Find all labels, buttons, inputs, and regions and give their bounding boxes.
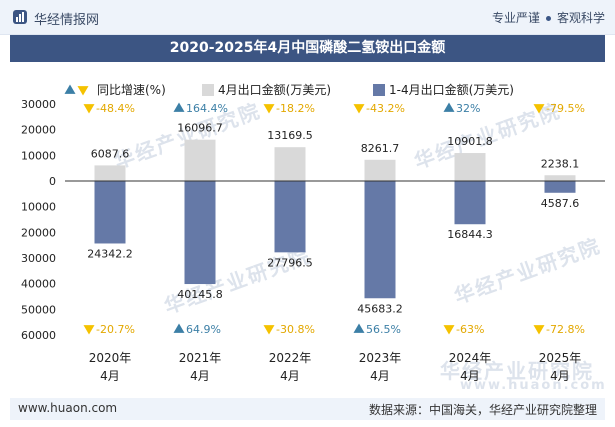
bar-monthly xyxy=(454,153,486,181)
bar-monthly xyxy=(184,139,216,181)
yoy-monthly-label: -48.4% xyxy=(96,102,135,115)
bar-cumulative xyxy=(454,181,486,225)
legend-monthly-label: 4月出口金额(万美元) xyxy=(218,82,331,97)
legend-cumulative-swatch xyxy=(373,84,385,96)
x-tick-label: 4月 xyxy=(370,369,390,383)
chart-title: 2020-2025年4月中国磷酸二氢铵出口金额 xyxy=(169,40,446,56)
y-tick-label: 20000 xyxy=(21,226,56,239)
data-label-monthly: 2238.1 xyxy=(541,157,580,170)
data-label-cumulative: 27796.5 xyxy=(267,256,313,269)
x-tick-label: 4月 xyxy=(190,369,210,383)
bar-monthly xyxy=(94,165,126,181)
bar-cumulative xyxy=(274,181,306,253)
yoy-down-arrow-icon xyxy=(443,325,455,335)
yoy-cumulative-label: 64.9% xyxy=(186,323,221,336)
watermark: 华经产业研究院 xyxy=(440,359,594,383)
data-label-monthly: 8261.7 xyxy=(361,142,400,155)
data-label-cumulative: 40145.8 xyxy=(177,288,223,301)
yoy-down-arrow-icon xyxy=(263,325,275,335)
yoy-monthly-label: 164.4% xyxy=(186,102,228,115)
slogan-right: 客观科学 xyxy=(556,11,605,25)
legend-growth-label: 同比增速(%) xyxy=(97,83,166,97)
yoy-cumulative-label: -20.7% xyxy=(96,323,135,336)
y-tick-label: 0 xyxy=(49,175,56,188)
y-tick-label: 50000 xyxy=(21,303,56,316)
x-tick-label: 2025年 xyxy=(539,351,582,365)
yoy-up-arrow-icon xyxy=(443,102,455,112)
footer-bar: www.huaon.com 数据来源：中国海关，华经产业研究院整理 xyxy=(10,398,605,420)
data-label-monthly: 6087.6 xyxy=(91,147,130,160)
y-tick-label: 10000 xyxy=(21,149,56,162)
bar-monthly xyxy=(364,159,396,181)
x-tick-label: 2024年 xyxy=(449,351,492,365)
yoy-down-arrow-icon xyxy=(83,104,95,114)
data-label-cumulative: 16844.3 xyxy=(447,228,493,241)
data-label-monthly: 10901.8 xyxy=(447,135,493,148)
y-tick-label: 30000 xyxy=(21,98,56,111)
chart-area: 同比增速(%) 4月出口金额(万美元) 1-4月出口金额(万美元) 30000 2000… xyxy=(21,82,605,383)
yoy-monthly-label: 32% xyxy=(456,102,480,115)
bar-cumulative xyxy=(184,181,216,285)
data-label-cumulative: 4587.6 xyxy=(541,197,580,210)
y-tick-label: 10000 xyxy=(21,201,56,214)
bar-cumulative xyxy=(94,181,126,244)
yoy-down-arrow-icon xyxy=(83,325,95,335)
yoy-down-arrow-icon xyxy=(353,104,365,114)
y-tick-label: 30000 xyxy=(21,252,56,265)
yoy-down-arrow-icon xyxy=(533,325,545,335)
yoy-cumulative-label: -30.8% xyxy=(276,323,315,336)
yoy-monthly-label: -43.2% xyxy=(366,102,405,115)
data-source: 数据来源：中国海关，华经产业研究院整理 xyxy=(368,403,597,417)
data-label-monthly: 16096.7 xyxy=(177,122,223,135)
legend-monthly-swatch xyxy=(202,84,214,96)
x-tick-label: 2021年 xyxy=(179,351,222,365)
yoy-down-arrow-icon xyxy=(263,104,275,114)
slogan-dot-icon xyxy=(545,16,551,21)
bar-monthly xyxy=(544,175,576,181)
bar-cumulative xyxy=(364,181,396,299)
bar-monthly xyxy=(274,147,306,181)
x-tick-label: 2023年 xyxy=(359,351,402,365)
x-tick-label: 4月 xyxy=(280,369,300,383)
data-label-cumulative: 24342.2 xyxy=(87,247,133,260)
slogan-left: 专业严谨 xyxy=(491,11,540,25)
x-tick-label: 2022年 xyxy=(269,351,312,365)
top-bar: 华经情报网 专业严谨 客观科学 xyxy=(0,0,615,35)
x-tick-label: 4月 xyxy=(460,369,480,383)
yoy-monthly-label: -79.5% xyxy=(546,102,585,115)
x-tick-label: 2020年 xyxy=(89,351,132,365)
data-label-monthly: 13169.5 xyxy=(267,129,313,142)
yoy-cumulative-label: -63% xyxy=(456,323,484,336)
bar-cumulative xyxy=(544,181,576,193)
yoy-monthly-label: -18.2% xyxy=(276,102,315,115)
yoy-down-arrow-icon xyxy=(533,104,545,114)
yoy-up-arrow-icon xyxy=(353,323,365,333)
watermark-site: www.huaon.com xyxy=(460,378,607,393)
yoy-cumulative-label: 56.5% xyxy=(366,323,401,336)
yoy-up-arrow-icon xyxy=(173,323,185,333)
yoy-up-arrow-icon xyxy=(173,102,185,112)
brand-logo-icon xyxy=(13,10,27,24)
legend-up-arrow-icon xyxy=(64,84,76,94)
yoy-cumulative-label: -72.8% xyxy=(546,323,585,336)
y-tick-label: 40000 xyxy=(21,278,56,291)
legend-cumulative-label: 1-4月出口金额(万美元) xyxy=(389,82,514,97)
x-tick-label: 4月 xyxy=(550,369,570,383)
footer-site: www.huaon.com xyxy=(18,401,118,415)
data-label-cumulative: 45683.2 xyxy=(357,302,403,315)
x-tick-label: 4月 xyxy=(100,369,120,383)
title-bar: 2020-2025年4月中国磷酸二氢铵出口金额 xyxy=(10,35,605,62)
y-tick-label: 20000 xyxy=(21,124,56,137)
brand-name: 华经情报网 xyxy=(34,13,100,28)
y-tick-label: 60000 xyxy=(21,329,56,342)
legend-down-arrow-icon xyxy=(77,86,89,96)
slogan: 专业严谨 客观科学 xyxy=(492,9,605,26)
